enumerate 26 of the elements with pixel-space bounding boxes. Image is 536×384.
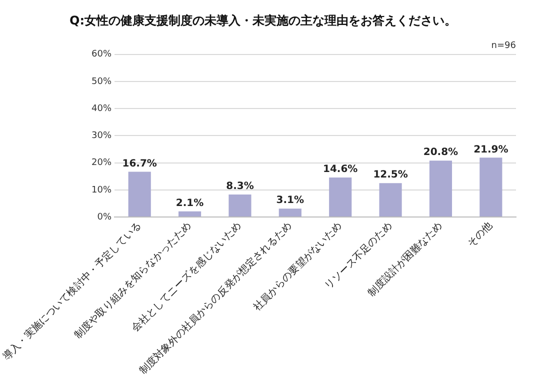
y-tick-label: 50% bbox=[91, 76, 112, 87]
bar bbox=[329, 177, 352, 217]
bar bbox=[228, 194, 252, 217]
bar bbox=[178, 211, 202, 217]
data-label: 12.5% bbox=[373, 170, 408, 181]
y-tick-label: 40% bbox=[91, 104, 112, 114]
x-tick-label: その他 bbox=[465, 220, 495, 250]
y-tick-label: 0% bbox=[97, 212, 112, 222]
bar bbox=[379, 183, 402, 217]
data-label: 14.6% bbox=[322, 164, 358, 176]
bar bbox=[128, 172, 151, 217]
text: n=96 bbox=[491, 41, 516, 52]
y-tick-label: 20% bbox=[91, 158, 112, 168]
data-label: 2.1% bbox=[176, 198, 204, 209]
y-tick-label: 60% bbox=[91, 50, 112, 60]
data-label: 3.1% bbox=[276, 195, 304, 206]
data-label: 21.9% bbox=[474, 144, 508, 156]
y-tick-label: 10% bbox=[91, 185, 112, 196]
data-label: 16.7% bbox=[122, 158, 157, 170]
bar bbox=[278, 208, 302, 217]
data-label: 8.3% bbox=[226, 181, 254, 192]
bar bbox=[480, 158, 502, 217]
bar bbox=[429, 160, 452, 217]
chart-title: Q:女性の健康支援制度の未導入・未実施の主な理由をお答えください。 bbox=[70, 13, 456, 28]
data-label: 20.8% bbox=[423, 147, 458, 158]
y-tick-label: 30% bbox=[91, 131, 112, 142]
